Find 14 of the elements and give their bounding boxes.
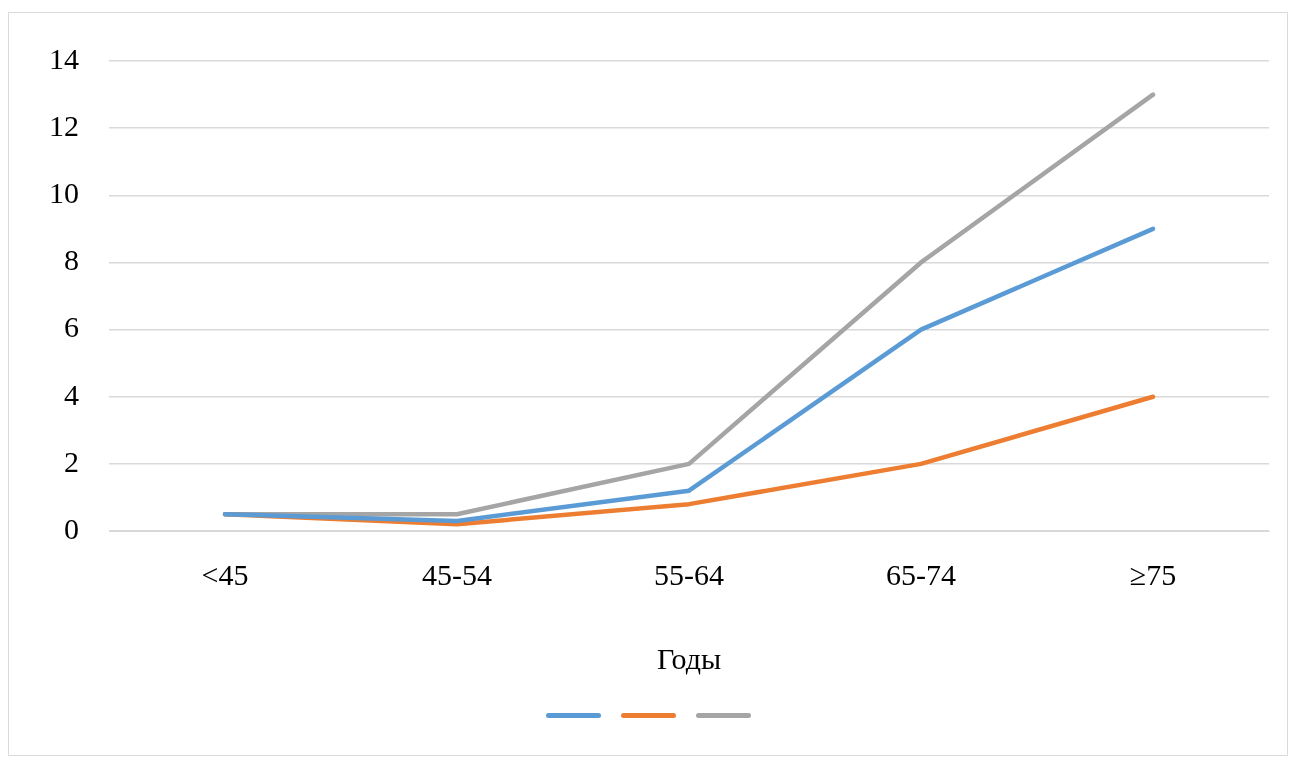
y-tick-label: 8 xyxy=(64,243,79,277)
y-tick-label: 2 xyxy=(64,444,79,478)
y-tick-label: 10 xyxy=(49,176,79,210)
y-tick-label: 4 xyxy=(64,377,79,411)
x-tick-label: ≥75 xyxy=(1129,557,1177,591)
y-tick-label: 12 xyxy=(49,109,79,143)
x-axis-title: Годы xyxy=(656,641,722,675)
y-tick-label: 0 xyxy=(64,511,79,545)
x-tick-label: 65-74 xyxy=(886,557,956,591)
x-tick-label: 55-64 xyxy=(654,557,724,591)
y-tick-label: 6 xyxy=(64,310,79,344)
y-tick-label: 14 xyxy=(49,41,79,75)
x-tick-label: 45-54 xyxy=(422,557,492,591)
x-tick-label: <45 xyxy=(201,557,249,591)
